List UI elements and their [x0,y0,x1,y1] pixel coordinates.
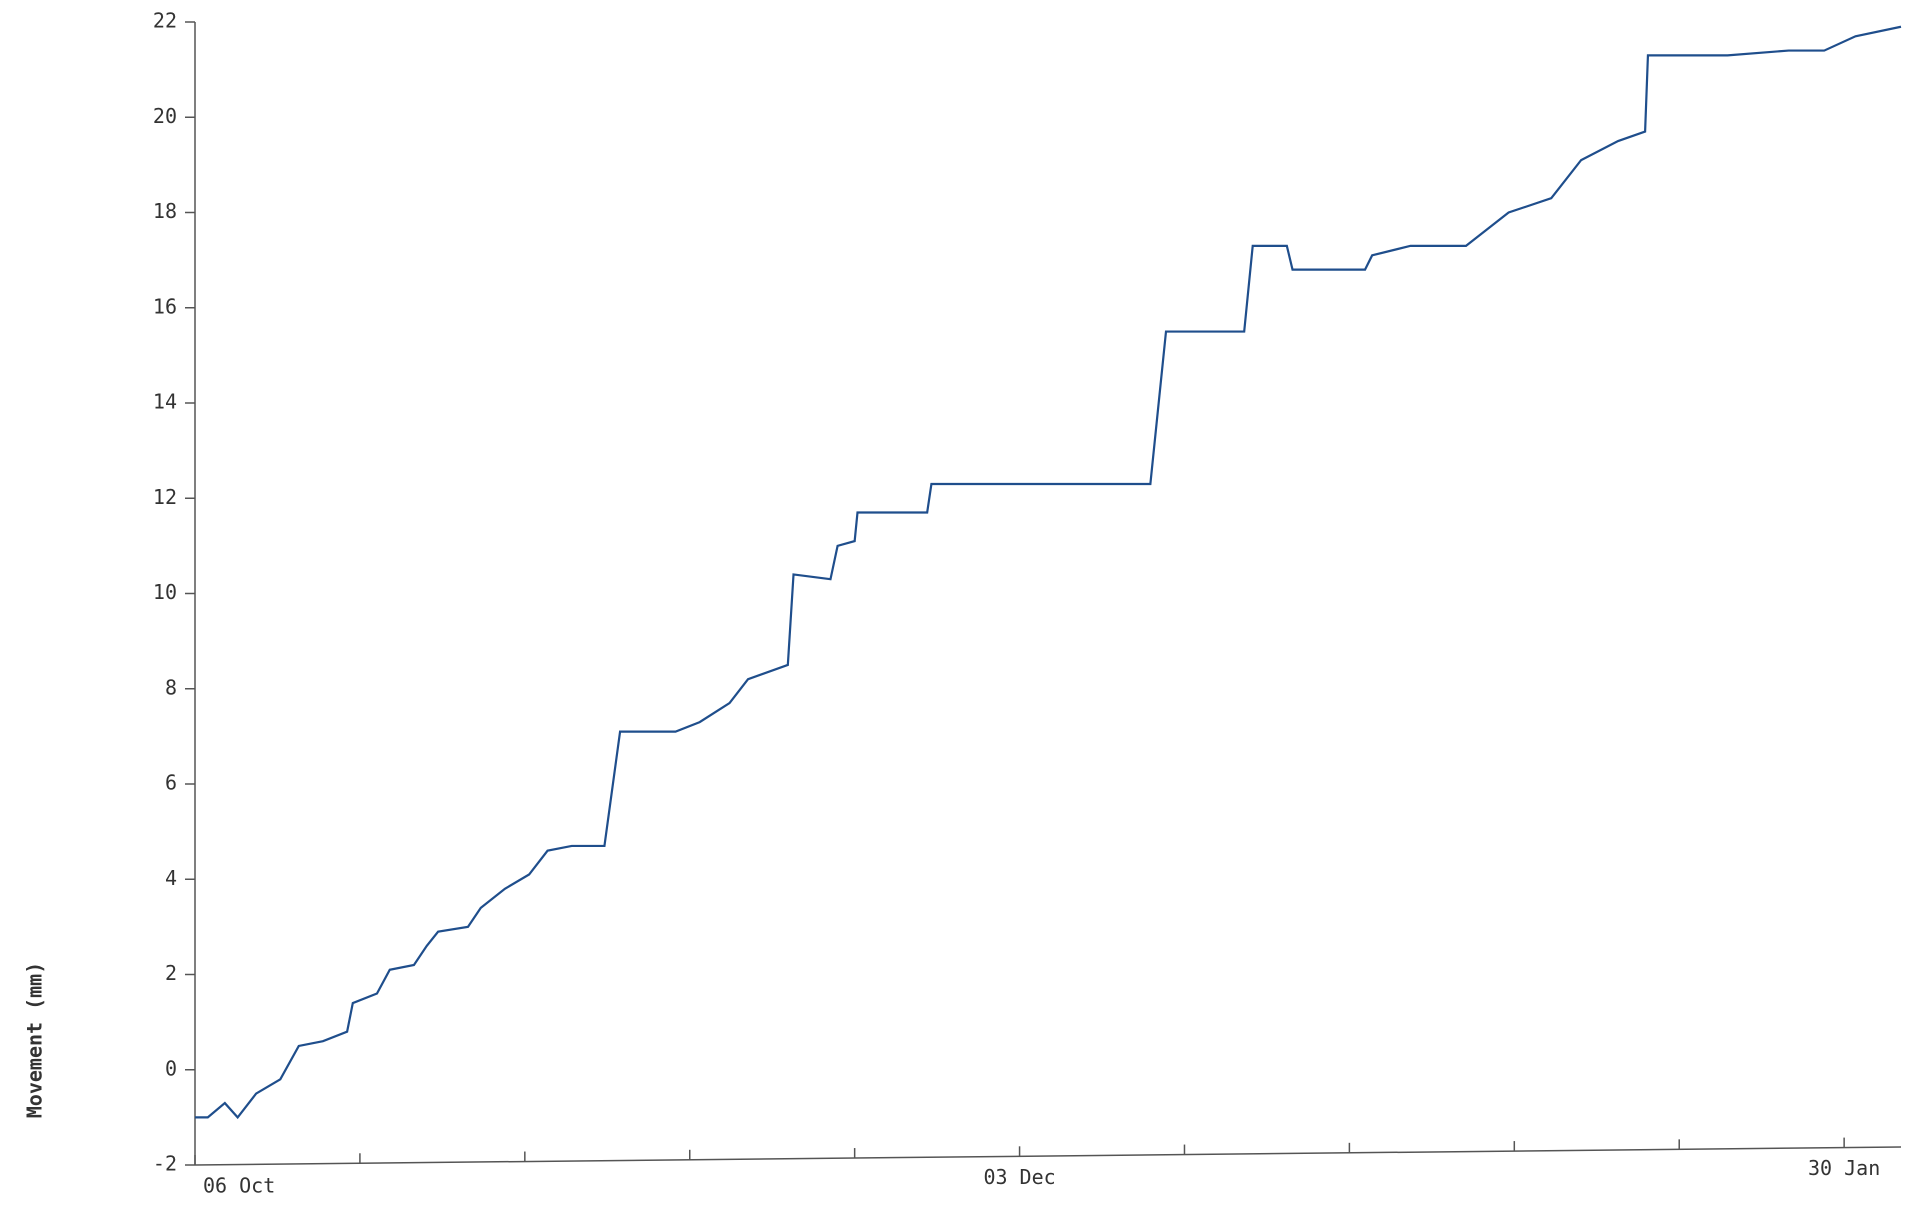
y-tick-label: 16 [153,294,177,318]
y-tick-label: -2 [153,1152,177,1176]
y-tick-label: 12 [153,485,177,509]
x-axis [194,1146,1902,1166]
y-tick-label: 10 [153,580,177,604]
x-tick-label: 30 Jan [1808,1156,1880,1180]
y-tick-label: 6 [165,771,177,795]
y-tick-label: 14 [153,390,177,414]
x-tick-label: 06 Oct [203,1174,275,1198]
y-axis-label: Movement (mm) [23,962,47,1119]
y-tick-label: 2 [165,961,177,985]
y-tick-label: 8 [165,675,177,699]
y-tick-label: 4 [165,866,177,890]
y-tick-label: 22 [153,9,177,33]
y-tick-label: 0 [165,1056,177,1080]
line-series [195,25,1902,1120]
y-tick-label: 20 [153,104,177,128]
y-tick-label: 18 [153,199,177,223]
x-tick-label: 03 Dec [983,1165,1055,1189]
